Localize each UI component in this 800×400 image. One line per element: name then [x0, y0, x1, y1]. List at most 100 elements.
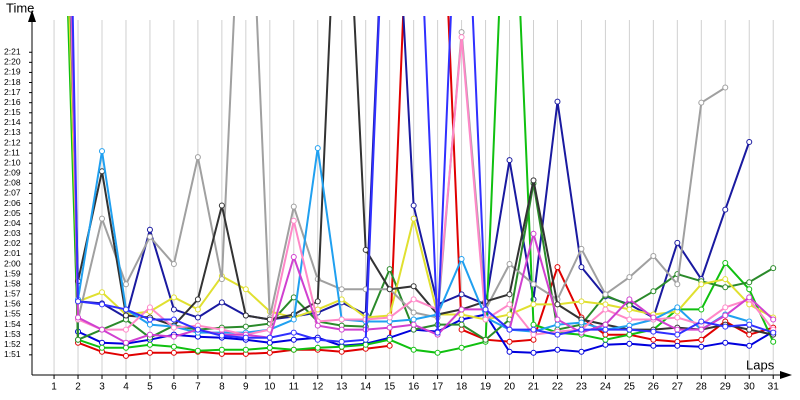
y-tick-label: 2:21 — [4, 47, 21, 57]
y-axis-label: Time — [6, 0, 34, 15]
data-point — [314, 298, 321, 305]
data-point — [434, 329, 441, 336]
data-point — [698, 326, 705, 333]
x-tick-label: 4 — [123, 382, 129, 393]
data-point — [674, 239, 681, 246]
data-point — [410, 321, 417, 328]
y-tick-label: 2:07 — [4, 188, 21, 198]
data-point — [458, 291, 465, 298]
data-point — [626, 340, 633, 347]
y-tick-label: 1:58 — [4, 278, 21, 288]
data-point — [626, 296, 633, 303]
data-point — [75, 314, 82, 321]
data-point — [290, 336, 297, 343]
data-point — [98, 168, 105, 175]
data-point — [314, 322, 321, 329]
data-point — [410, 326, 417, 333]
data-point — [626, 326, 633, 333]
data-point — [650, 342, 657, 349]
data-point — [554, 346, 561, 353]
x-tick-label: 1 — [51, 382, 57, 393]
y-tick-label: 2:16 — [4, 97, 21, 107]
series-line — [70, 16, 750, 334]
x-tick-label: 23 — [576, 382, 588, 393]
data-point — [602, 321, 609, 328]
data-point — [194, 326, 201, 333]
y-tick-label: 1:53 — [4, 329, 21, 339]
x-tick-label: 25 — [624, 382, 636, 393]
data-point — [146, 226, 153, 233]
data-point — [290, 316, 297, 323]
data-point — [602, 331, 609, 338]
y-tick-label: 1:56 — [4, 299, 21, 309]
y-tick-label: 1:51 — [4, 349, 21, 359]
data-point — [722, 323, 729, 330]
data-point — [290, 217, 297, 224]
y-tick-label: 1:59 — [4, 268, 21, 278]
data-point — [746, 286, 753, 293]
data-point — [746, 326, 753, 333]
data-point — [218, 332, 225, 339]
y-tick-label: 2:06 — [4, 198, 21, 208]
data-point — [506, 311, 513, 318]
y-tick-label: 2:18 — [4, 77, 21, 87]
data-point — [506, 326, 513, 333]
data-point — [602, 306, 609, 313]
y-tick-label: 2:15 — [4, 107, 21, 117]
data-point — [146, 304, 153, 311]
data-point — [746, 331, 753, 338]
data-point — [290, 329, 297, 336]
data-point — [218, 299, 225, 306]
data-point — [770, 265, 777, 272]
data-point — [554, 301, 561, 308]
data-point — [722, 206, 729, 213]
data-point — [698, 99, 705, 106]
data-point — [650, 252, 657, 259]
data-point — [242, 346, 249, 353]
data-point — [242, 323, 249, 330]
data-point — [170, 349, 177, 356]
data-point — [266, 334, 273, 341]
data-point — [98, 344, 105, 351]
data-point — [458, 306, 465, 313]
y-tick-label: 2:19 — [4, 67, 21, 77]
data-point — [698, 336, 705, 343]
y-tick-label: 2:05 — [4, 208, 21, 218]
data-point — [146, 233, 153, 240]
data-point — [506, 261, 513, 268]
data-point — [722, 84, 729, 91]
data-point — [626, 274, 633, 281]
data-point — [194, 296, 201, 303]
data-point — [506, 301, 513, 308]
data-point — [554, 98, 561, 105]
data-point — [98, 326, 105, 333]
data-point — [602, 326, 609, 333]
y-tick-label: 2:11 — [4, 147, 20, 157]
data-point — [242, 312, 249, 319]
data-point — [338, 286, 345, 293]
data-point — [410, 283, 417, 290]
data-point — [122, 306, 129, 313]
data-point — [410, 316, 417, 323]
x-tick-label: 19 — [480, 382, 492, 393]
data-point — [626, 306, 633, 313]
y-axis-arrow — [28, 10, 36, 22]
data-point — [554, 316, 561, 323]
data-point — [218, 202, 225, 209]
data-point — [386, 324, 393, 331]
data-point — [530, 230, 537, 237]
data-point — [98, 148, 105, 155]
data-point — [722, 284, 729, 291]
data-point — [722, 304, 729, 311]
data-point — [530, 336, 537, 343]
data-point — [650, 328, 657, 335]
data-point — [458, 311, 465, 318]
data-point — [770, 338, 777, 345]
x-tick-label: 9 — [243, 382, 249, 393]
data-point — [722, 260, 729, 267]
data-point — [386, 314, 393, 321]
data-point — [650, 314, 657, 321]
data-point — [482, 336, 489, 343]
data-point — [578, 298, 585, 305]
